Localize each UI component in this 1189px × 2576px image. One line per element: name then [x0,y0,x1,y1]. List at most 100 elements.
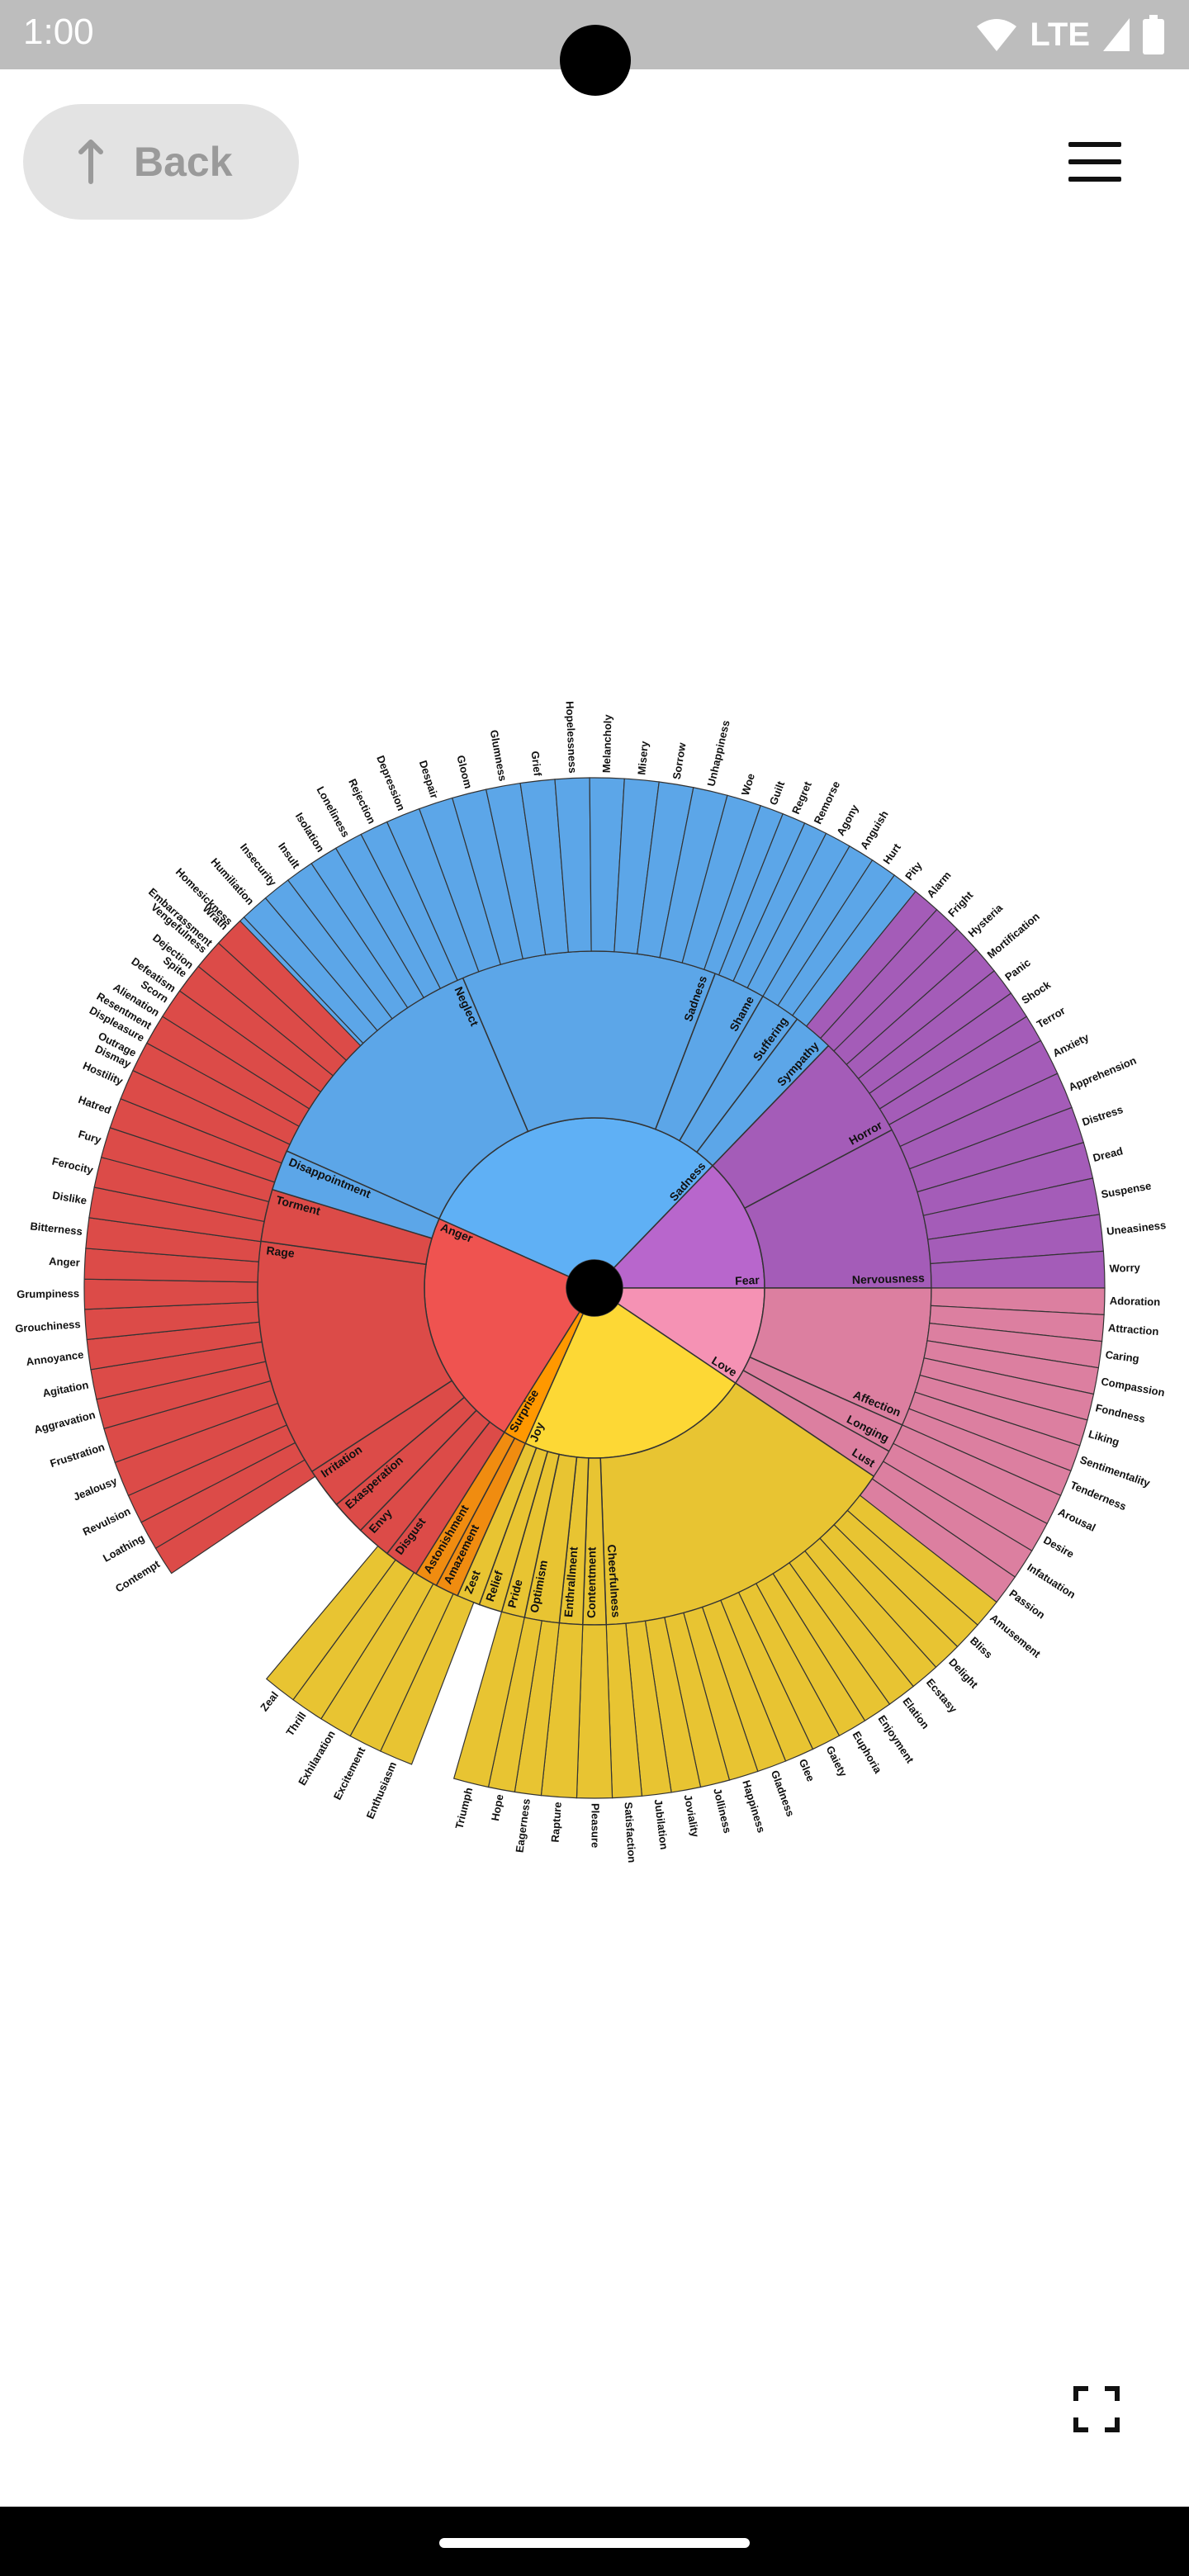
leaf-label-adoration: Adoration [1110,1295,1161,1309]
leaf-label-contempt: Contempt [113,1557,163,1594]
center-hub [566,1260,623,1316]
arrow-up-icon [78,140,103,184]
leaf-label-uneasiness: Uneasiness [1106,1219,1166,1238]
leaf-label-regret: Regret [789,779,814,816]
leaf-label-happiness: Happiness [740,1778,768,1834]
leaf-label-zeal: Zeal [258,1689,281,1714]
back-button-label: Back [134,139,233,185]
secondary-label-rage: Rage [266,1243,296,1260]
menu-icon[interactable] [1065,137,1125,187]
leaf-label-enjoyment: Enjoyment [876,1713,917,1766]
leaf-label-bliss: Bliss [968,1634,995,1660]
leaf-label-remorse: Remorse [812,779,843,826]
leaf-label-frustration: Frustration [49,1441,107,1470]
leaf-label-jolliness: Jolliness [711,1787,734,1835]
leaf-label-attraction: Attraction [1108,1321,1159,1338]
fullscreen-icon[interactable] [1073,2386,1120,2432]
camera-cutout [560,25,631,96]
leaf-label-misery: Misery [635,740,651,775]
leaf-label-ferocity: Ferocity [51,1155,95,1177]
leaf-label-euphoria: Euphoria [850,1729,885,1776]
leaf-label-jealousy: Jealousy [72,1475,120,1503]
home-gesture-handle[interactable] [439,2538,750,2548]
leaf-label-gloom: Gloom [454,754,475,790]
leaf-label-hatred: Hatred [77,1093,113,1116]
leaf-label-depression: Depression [374,754,408,812]
leaf-label-pity: Pity [902,859,925,883]
leaf-label-triumph: Triumph [452,1786,475,1830]
leaf-label-arousal: Arousal [1056,1505,1097,1534]
emotion-sunburst-chart: SadnessFearLoveJoySurpriseAngerNeglectDi… [15,701,1167,1863]
leaf-label-woe: Woe [739,772,757,797]
leaf-label-pleasure: Pleasure [590,1803,602,1848]
leaf-label-bitterness: Bitterness [30,1219,83,1238]
leaf-label-agony: Agony [834,802,861,837]
leaf-label-despair: Despair [417,759,441,800]
wifi-icon [977,19,1017,51]
leaf-label-dislike: Dislike [51,1189,88,1207]
leaf-label-satisfaction: Satisfaction [622,1802,638,1863]
leaf-label-exhilaration: Exhilaration [296,1728,338,1788]
leaf-label-glumness: Glumness [488,729,509,783]
leaf-label-annoyance: Annoyance [26,1348,84,1368]
leaf-label-rejection: Rejection [346,777,378,826]
battery-icon [1143,15,1164,54]
leaf-label-enthusiasm: Enthusiasm [364,1759,399,1821]
leaf-label-glee: Glee [797,1757,817,1783]
network-type: LTE [1030,16,1090,53]
leaf-label-jubilation: Jubilation [652,1798,670,1850]
secondary-label-enthrallment: Enthrallment [561,1546,580,1617]
leaf-label-distress: Distress [1081,1103,1125,1129]
leaf-label-loneliness: Loneliness [315,784,353,840]
leaf-label-apprehension: Apprehension [1067,1054,1138,1094]
leaf-label-compassion: Compassion [1100,1375,1165,1399]
secondary-segment-disappointment [271,1150,440,1239]
leaf-label-shock: Shock [1019,978,1053,1006]
leaf-label-loathing: Loathing [101,1532,146,1565]
leaf-label-gaiety: Gaiety [824,1744,850,1779]
leaf-label-joviality: Joviality [682,1793,702,1839]
status-time: 1:00 [23,12,94,52]
leaf-label-anguish: Anguish [858,808,891,851]
leaf-segment-wrath [217,920,362,1062]
leaf-label-anxiety: Anxiety [1050,1030,1091,1059]
secondary-label-nervousness: Nervousness [852,1271,926,1286]
leaf-label-grouchiness: Grouchiness [15,1318,81,1335]
leaf-label-liking: Liking [1087,1428,1120,1448]
leaf-label-delight: Delight [946,1655,981,1691]
leaf-label-isolation: Isolation [293,810,327,854]
leaf-label-infatuation: Infatuation [1025,1560,1078,1601]
leaf-label-insecurity: Insecurity [238,841,279,889]
leaf-label-sorrow: Sorrow [670,741,689,780]
leaf-label-panic: Panic [1002,956,1033,983]
leaf-label-unhappiness: Unhappiness [704,719,732,788]
back-button[interactable]: Back [23,104,299,220]
leaf-label-terror: Terror [1035,1004,1068,1030]
leaf-label-aggravation: Aggravation [33,1409,97,1436]
leaf-label-agitation: Agitation [41,1379,89,1399]
leaf-label-dread: Dread [1092,1144,1124,1164]
leaf-label-fright: Fright [945,888,976,919]
leaf-label-caring: Caring [1105,1348,1140,1365]
status-icons: LTE [975,12,1164,58]
leaf-label-eagerness: Eagerness [513,1798,532,1854]
leaf-label-grumpiness: Grumpiness [17,1287,79,1300]
leaf-label-passion: Passion [1007,1587,1047,1622]
leaf-label-excitement: Excitement [331,1745,368,1802]
leaf-label-hopelessness: Hopelessness [564,701,580,774]
center-label-fear: Fear [735,1273,760,1287]
leaf-label-sentimentality: Sentimentality [1078,1453,1152,1489]
leaf-label-suspense: Suspense [1100,1179,1152,1200]
leaf-label-insult: Insult [276,841,303,872]
leaf-label-revulsion: Revulsion [81,1505,133,1538]
leaf-label-elation: Elation [900,1695,931,1731]
leaf-label-anger: Anger [49,1255,80,1269]
leaf-label-amusement: Amusement [988,1612,1043,1660]
leaf-label-grief: Grief [529,751,544,777]
secondary-label-contentment: Contentment [585,1546,599,1618]
leaf-label-melancholy: Melancholy [600,713,614,773]
leaf-label-tenderness: Tenderness [1068,1479,1128,1513]
leaf-label-worry: Worry [1109,1262,1141,1275]
leaf-label-alarm: Alarm [924,869,953,900]
leaf-label-hysteria: Hysteria [965,901,1005,940]
